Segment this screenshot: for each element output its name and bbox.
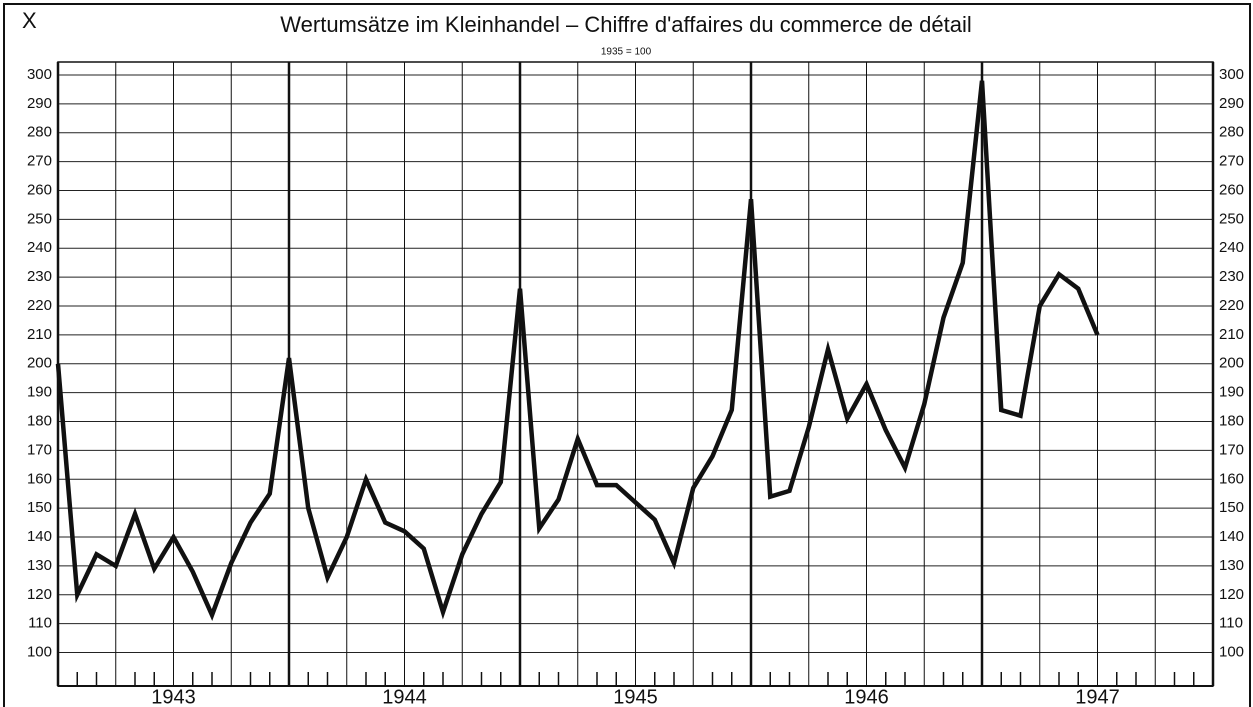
- y-tick-label: 160: [27, 470, 52, 487]
- y-tick-label-right: 220: [1219, 297, 1244, 314]
- y-tick-label-right: 260: [1219, 181, 1244, 198]
- y-tick-label: 130: [27, 557, 52, 574]
- y-tick-label-right: 270: [1219, 153, 1244, 170]
- frame: [3, 3, 1251, 707]
- x-tick-label: 1945: [613, 686, 658, 707]
- y-tick-label: 260: [27, 181, 52, 198]
- y-tick-label-right: 200: [1219, 355, 1244, 372]
- y-tick-label: 290: [27, 95, 52, 112]
- y-tick-label: 140: [27, 528, 52, 545]
- y-tick-label: 150: [27, 499, 52, 516]
- y-tick-label-right: 120: [1219, 586, 1244, 603]
- y-tick-label-right: 250: [1219, 210, 1244, 227]
- y-tick-label: 210: [27, 326, 52, 343]
- y-tick-label: 200: [27, 355, 52, 372]
- y-tick-label-right: 150: [1219, 499, 1244, 516]
- y-tick-label-right: 190: [1219, 384, 1244, 401]
- y-tick-label-right: 140: [1219, 528, 1244, 545]
- x-tick-label: 1947: [1075, 686, 1120, 707]
- y-tick-label: 100: [27, 644, 52, 661]
- y-tick-label-right: 240: [1219, 239, 1244, 256]
- y-tick-label-right: 100: [1219, 644, 1244, 661]
- y-tick-label: 220: [27, 297, 52, 314]
- x-tick-label: 1946: [844, 686, 889, 707]
- x-tick-label: 1943: [151, 686, 196, 707]
- y-tick-label-right: 160: [1219, 470, 1244, 487]
- y-tick-label-right: 280: [1219, 124, 1244, 141]
- y-tick-label-right: 230: [1219, 268, 1244, 285]
- y-tick-label-right: 290: [1219, 95, 1244, 112]
- y-tick-label-right: 130: [1219, 557, 1244, 574]
- y-tick-label: 280: [27, 124, 52, 141]
- y-tick-label: 110: [28, 615, 52, 632]
- y-tick-label-right: 210: [1219, 326, 1244, 343]
- data-line: [55, 80, 1100, 621]
- y-tick-label: 190: [27, 384, 52, 401]
- corner-label: X: [22, 8, 37, 33]
- y-tick-label: 180: [27, 413, 52, 430]
- y-tick-label: 270: [27, 153, 52, 170]
- y-tick-label-right: 110: [1219, 615, 1243, 632]
- x-tick-label: 1944: [382, 686, 427, 707]
- y-tick-label: 120: [27, 586, 52, 603]
- y-tick-label: 250: [27, 210, 52, 227]
- y-tick-label-right: 300: [1219, 66, 1244, 83]
- y-tick-label: 300: [27, 66, 52, 83]
- chart-subtitle: 1935 = 100: [601, 47, 652, 58]
- y-tick-label: 240: [27, 239, 52, 256]
- y-tick-label-right: 170: [1219, 441, 1244, 458]
- y-tick-label: 170: [27, 441, 52, 458]
- chart-title: Wertumsätze im Kleinhandel – Chiffre d'a…: [280, 12, 971, 37]
- y-tick-label-right: 180: [1219, 413, 1244, 430]
- y-tick-label: 230: [27, 268, 52, 285]
